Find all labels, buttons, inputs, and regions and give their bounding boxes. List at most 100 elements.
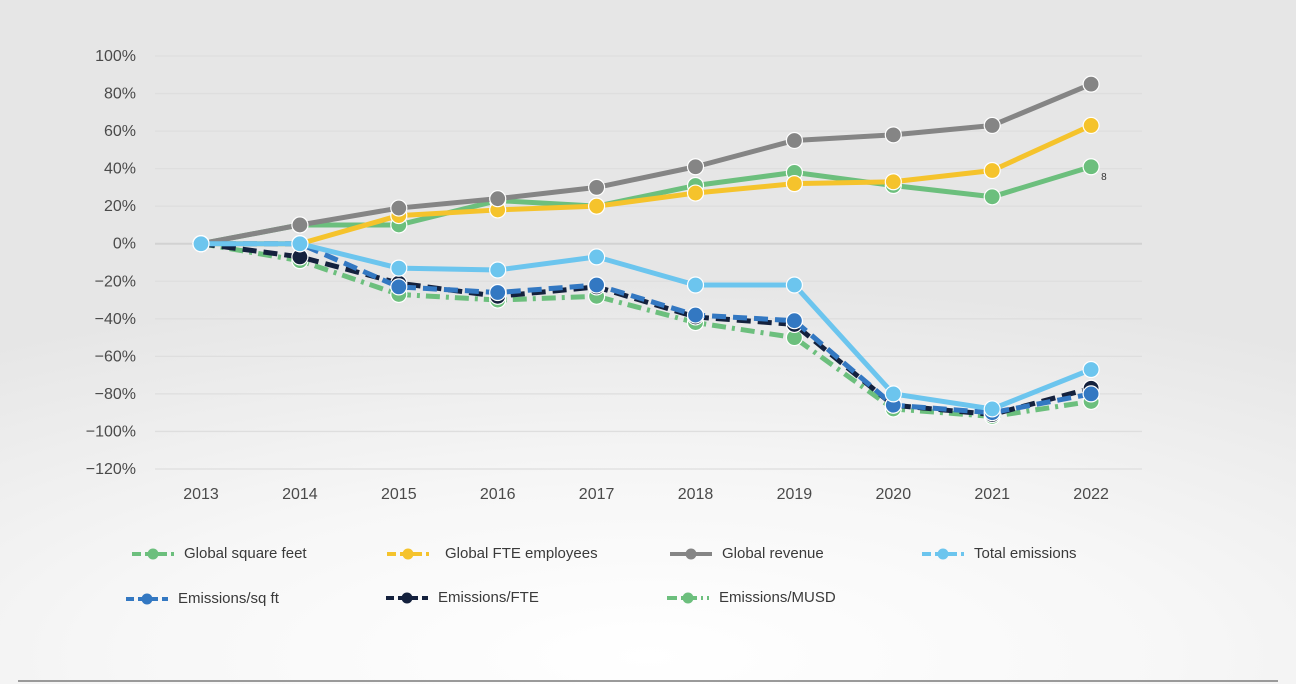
data-point [785, 131, 804, 150]
legend-swatch-dot [401, 592, 413, 603]
x-tick-label: 2020 [876, 486, 912, 503]
series-line [200, 164, 1092, 247]
data-point [390, 259, 408, 277]
data-point [686, 184, 705, 202]
y-axis-ticks: 100% 80% 60% 40% 20% 0% −20% −40% −60% −80% −100% −… [86, 48, 136, 478]
data-point [686, 276, 705, 294]
data-point [884, 385, 902, 403]
x-tick-label: 2021 [974, 486, 1010, 503]
data-point [192, 235, 210, 253]
series-lines [192, 75, 1100, 426]
legend-label: Global revenue [722, 545, 824, 562]
series-line [201, 241, 1093, 412]
data-point [587, 276, 606, 294]
data-point [1082, 360, 1100, 379]
data-point [785, 175, 804, 193]
data-point [686, 306, 705, 324]
series-line [200, 81, 1093, 247]
series-global-revenue [192, 75, 1100, 253]
x-tick-label: 2018 [678, 486, 714, 503]
legend-item-emissions-sq-ft[interactable]: Emissions/sq ft [124, 590, 279, 607]
data-point [686, 158, 705, 176]
annotation-label: 8 [1101, 172, 1107, 183]
data-point [983, 161, 1001, 180]
y-tick-label: −40% [95, 311, 136, 328]
data-point [785, 312, 804, 330]
legend-item-global-square-feet[interactable]: Global square feet [130, 545, 307, 562]
legend-label: Global square feet [184, 545, 307, 562]
y-tick-label: −20% [95, 273, 136, 290]
legend-item-emissions-fte[interactable]: Emissions/FTE [384, 589, 539, 606]
x-tick-label: 2019 [777, 486, 813, 503]
legend-label: Emissions/MUSD [719, 589, 836, 606]
legend-swatch-icon [670, 548, 712, 559]
legend-swatch-icon [667, 592, 709, 603]
y-tick-label: 60% [104, 123, 136, 140]
legend-item-emissions-musd[interactable]: Emissions/MUSD [665, 589, 836, 606]
gridlines [155, 55, 1142, 470]
legend-swatch-dot [682, 592, 694, 603]
series-global-fte-employees [192, 116, 1100, 253]
legend-swatch-icon [132, 548, 174, 559]
bottom-divider [18, 680, 1278, 682]
y-tick-label: −100% [86, 423, 136, 440]
legend-swatch-dot [685, 548, 697, 559]
x-tick-label: 2015 [381, 486, 417, 503]
legend-item-total-emissions[interactable]: Total emissions [920, 545, 1077, 562]
legend-label: Emissions/FTE [438, 589, 539, 606]
data-point [291, 235, 309, 253]
data-point [489, 190, 507, 208]
x-axis-ticks: 2013 2014 2015 2016 2017 2018 2019 2020 2021 2022 [183, 486, 1109, 503]
legend-swatch-icon [126, 593, 168, 604]
data-point [587, 197, 606, 215]
data-point [785, 276, 804, 294]
y-tick-label: 20% [104, 198, 136, 215]
series-line [200, 241, 1092, 419]
legend-swatch-icon [387, 548, 429, 559]
data-point [983, 400, 1001, 418]
data-point [291, 216, 309, 234]
y-tick-label: 40% [104, 161, 136, 178]
data-point [489, 261, 507, 279]
y-tick-label: 0% [113, 236, 136, 253]
data-point [1082, 385, 1100, 403]
annotations: 8 [1101, 172, 1107, 183]
data-point [587, 248, 606, 266]
y-tick-label: 100% [95, 48, 136, 65]
data-point [390, 278, 408, 296]
series-total-emissions [192, 235, 1100, 418]
y-tick-label: −80% [95, 386, 136, 403]
y-tick-label: −60% [95, 348, 136, 365]
data-point [1082, 116, 1100, 135]
legend-item-global-revenue[interactable]: Global revenue [668, 545, 824, 562]
y-tick-label: −120% [86, 461, 136, 478]
data-point [884, 126, 902, 144]
legend-item-global-fte-employees[interactable]: Global FTE employees [385, 545, 598, 562]
legend-label: Emissions/sq ft [178, 590, 279, 607]
data-point [390, 199, 408, 217]
data-point [1082, 158, 1100, 176]
legend-swatch-dot [937, 548, 949, 559]
data-point [1082, 75, 1100, 93]
data-point [884, 173, 902, 191]
legend-swatch-dot [147, 548, 159, 559]
series-line [201, 241, 1092, 416]
legend-swatch-dot [141, 593, 153, 604]
x-tick-label: 2022 [1073, 486, 1109, 503]
x-tick-label: 2014 [282, 486, 318, 503]
data-point [587, 178, 606, 197]
legend-swatch-icon [922, 548, 964, 559]
x-tick-label: 2017 [579, 486, 615, 503]
series-line [201, 123, 1093, 247]
legend-swatch-dot [402, 548, 414, 559]
data-point [983, 188, 1001, 206]
x-tick-label: 2016 [480, 486, 516, 503]
legend-label: Total emissions [974, 545, 1077, 562]
data-point [983, 116, 1001, 135]
data-point [489, 283, 507, 302]
legend-label: Global FTE employees [445, 545, 598, 562]
y-tick-label: 80% [104, 86, 136, 103]
x-tick-label: 2013 [183, 486, 219, 503]
